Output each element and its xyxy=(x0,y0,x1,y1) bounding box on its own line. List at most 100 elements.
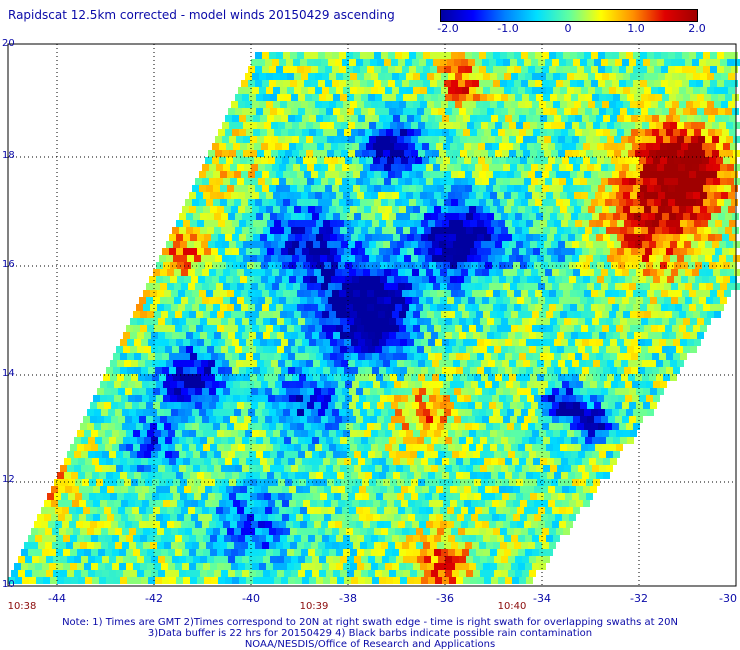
wind-difference-cell xyxy=(558,241,565,248)
wind-difference-cell xyxy=(199,290,206,297)
wind-difference-cell xyxy=(137,346,144,353)
wind-difference-cell xyxy=(89,493,96,500)
wind-difference-cell xyxy=(275,157,282,164)
wind-difference-cell xyxy=(674,262,681,269)
wind-difference-cell xyxy=(700,192,707,199)
wind-difference-cell xyxy=(508,437,515,444)
wind-difference-cell xyxy=(398,297,405,304)
wind-difference-cell xyxy=(615,164,622,171)
wind-difference-cell xyxy=(424,332,431,339)
wind-difference-cell xyxy=(560,311,567,318)
wind-difference-cell xyxy=(308,192,315,199)
wind-difference-cell xyxy=(315,73,322,80)
wind-difference-cell xyxy=(419,59,426,66)
wind-difference-cell xyxy=(342,269,349,276)
wind-difference-cell xyxy=(680,234,687,241)
wind-difference-cell xyxy=(594,59,601,66)
wind-difference-cell xyxy=(440,402,447,409)
wind-difference-cell xyxy=(300,178,307,185)
wind-difference-cell xyxy=(404,360,411,367)
wind-difference-cell xyxy=(495,122,502,129)
wind-difference-cell xyxy=(297,66,304,73)
wind-difference-cell xyxy=(354,94,361,101)
wind-difference-cell xyxy=(318,66,325,73)
wind-difference-cell xyxy=(408,276,415,283)
wind-difference-cell xyxy=(84,430,91,437)
wind-difference-cell xyxy=(302,115,309,122)
wind-difference-cell xyxy=(642,255,649,262)
wind-difference-cell xyxy=(420,101,427,108)
wind-difference-cell xyxy=(245,101,252,108)
wind-difference-cell xyxy=(673,248,680,255)
wind-difference-cell xyxy=(58,486,65,493)
wind-difference-cell xyxy=(245,87,252,94)
wind-difference-cell xyxy=(208,241,215,248)
wind-difference-cell xyxy=(173,374,180,381)
wind-difference-cell xyxy=(236,374,243,381)
wind-difference-cell xyxy=(556,290,563,297)
wind-difference-cell xyxy=(510,402,517,409)
wind-difference-cell xyxy=(261,381,268,388)
wind-difference-cell xyxy=(668,52,675,59)
wind-difference-cell xyxy=(432,360,439,367)
wind-difference-cell xyxy=(236,360,243,367)
wind-difference-cell xyxy=(247,486,254,493)
wind-difference-cell xyxy=(654,171,661,178)
wind-difference-cell xyxy=(254,262,261,269)
wind-difference-cell xyxy=(478,143,485,150)
wind-difference-cell xyxy=(115,423,122,430)
wind-difference-cell xyxy=(704,227,711,234)
wind-difference-cell xyxy=(194,493,201,500)
wind-difference-cell xyxy=(331,486,338,493)
wind-difference-cell xyxy=(710,290,717,297)
wind-difference-cell xyxy=(582,367,589,374)
wind-difference-cell xyxy=(306,136,313,143)
wind-difference-cell xyxy=(415,381,422,388)
wind-difference-cell xyxy=(255,409,262,416)
wind-difference-cell xyxy=(604,395,611,402)
wind-difference-cell xyxy=(644,73,651,80)
wind-difference-cell xyxy=(659,339,666,346)
wind-difference-cell xyxy=(599,94,606,101)
wind-difference-cell xyxy=(502,374,509,381)
wind-difference-cell xyxy=(536,94,543,101)
wind-difference-cell xyxy=(448,73,455,80)
wind-difference-cell xyxy=(535,66,542,73)
wind-difference-cell xyxy=(550,346,557,353)
wind-difference-cell xyxy=(410,451,417,458)
wind-difference-cell xyxy=(584,80,591,87)
wind-difference-cell xyxy=(347,318,354,325)
wind-difference-cell xyxy=(377,388,384,395)
wind-difference-cell xyxy=(205,395,212,402)
wind-difference-cell xyxy=(527,486,534,493)
wind-difference-cell xyxy=(696,185,703,192)
wind-difference-cell xyxy=(565,374,572,381)
wind-difference-cell xyxy=(603,367,610,374)
wind-difference-cell xyxy=(655,108,662,115)
wind-difference-cell xyxy=(410,94,417,101)
wind-difference-cell xyxy=(589,472,596,479)
wind-difference-cell xyxy=(382,108,389,115)
wind-difference-cell xyxy=(648,318,655,325)
wind-difference-cell xyxy=(422,143,429,150)
wind-difference-cell xyxy=(445,227,452,234)
wind-difference-cell xyxy=(407,234,414,241)
wind-difference-cell xyxy=(270,437,277,444)
wind-difference-cell xyxy=(402,304,409,311)
wind-difference-cell xyxy=(295,339,302,346)
wind-difference-cell xyxy=(433,59,440,66)
wind-difference-cell xyxy=(554,339,561,346)
wind-difference-cell xyxy=(406,325,413,332)
wind-difference-cell xyxy=(719,150,726,157)
wind-difference-cell xyxy=(519,129,526,136)
wind-difference-cell xyxy=(727,59,734,66)
wind-difference-cell xyxy=(68,493,75,500)
wind-difference-cell xyxy=(521,304,528,311)
wind-difference-cell xyxy=(235,437,242,444)
wind-difference-cell xyxy=(435,353,442,360)
wind-difference-cell xyxy=(356,59,363,66)
wind-difference-cell xyxy=(497,87,504,94)
wind-difference-cell xyxy=(646,157,653,164)
wind-difference-cell xyxy=(571,465,578,472)
wind-difference-cell xyxy=(683,346,690,353)
